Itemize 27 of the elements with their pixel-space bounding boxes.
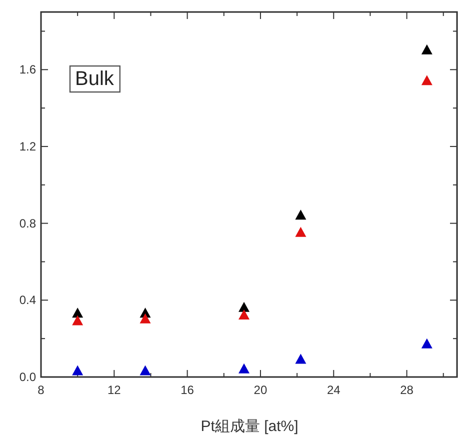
x-tick-label: 28 (400, 383, 414, 397)
x-axis-title: Pt組成量 [at%] (200, 418, 298, 435)
point (421, 338, 432, 348)
point (421, 44, 432, 54)
x-tick-label: 12 (107, 383, 122, 397)
point (295, 210, 306, 220)
point (238, 310, 250, 320)
x-tick-label: 8 (38, 383, 45, 397)
point (72, 308, 84, 318)
y-tick-label: 0.0 (19, 370, 36, 384)
x-tick-label: 16 (180, 383, 194, 397)
y-tick-label: 0.4 (19, 293, 36, 308)
point (238, 302, 250, 312)
point (72, 365, 84, 376)
x-tick-label: 20 (254, 383, 268, 397)
annotation: Bulk (75, 68, 115, 90)
point (238, 363, 250, 374)
y-tick-label: 1.2 (19, 139, 36, 154)
point (140, 313, 151, 324)
x-tick-label: 24 (326, 383, 341, 397)
point (295, 354, 306, 364)
y-tick-label: 0.8 (19, 216, 36, 230)
point (295, 226, 306, 237)
point (140, 365, 151, 376)
y-tick-label: 1.6 (19, 62, 36, 77)
point (72, 315, 84, 326)
point (421, 75, 432, 86)
